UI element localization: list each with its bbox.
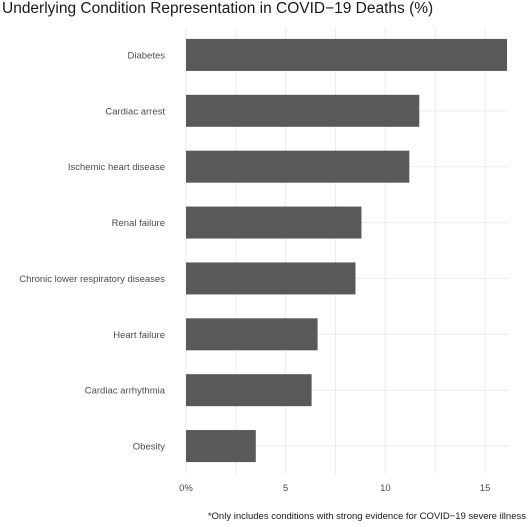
category-label: Obesity <box>133 442 165 453</box>
x-tick-label: 15 <box>480 483 491 494</box>
bar-heart-failure <box>186 318 318 351</box>
x-tick-label: 0% <box>179 483 193 494</box>
bar-chronic-lower-respiratory-diseases <box>186 262 356 295</box>
category-label: Ischemic heart disease <box>68 162 165 173</box>
category-label: Cardiac arrest <box>105 106 165 117</box>
x-tick-label: 10 <box>380 483 391 494</box>
category-label: Diabetes <box>128 50 166 61</box>
x-axis-ticks: 0% 5 10 15 <box>179 483 490 494</box>
category-label: Renal failure <box>112 218 165 229</box>
x-tick-label: 5 <box>283 483 288 494</box>
bar-cardiac-arrest <box>186 94 420 127</box>
category-label: Chronic lower respiratory diseases <box>19 274 165 285</box>
category-label: Cardiac arrhythmia <box>85 386 166 397</box>
bar-obesity <box>186 430 256 463</box>
chart-title: Underlying Condition Representation in C… <box>2 0 434 17</box>
bars <box>186 38 508 463</box>
bar-diabetes <box>186 38 508 71</box>
grid-lines <box>185 27 509 474</box>
category-labels: Diabetes Cardiac arrest Ischemic heart dis… <box>19 50 165 452</box>
bar-ischemic-heart-disease <box>186 150 410 183</box>
category-label: Heart failure <box>113 330 165 341</box>
bar-renal-failure <box>186 206 362 239</box>
bar-cardiac-arrhythmia <box>186 374 312 407</box>
chart-caption: *Only includes conditions with strong ev… <box>207 511 526 522</box>
